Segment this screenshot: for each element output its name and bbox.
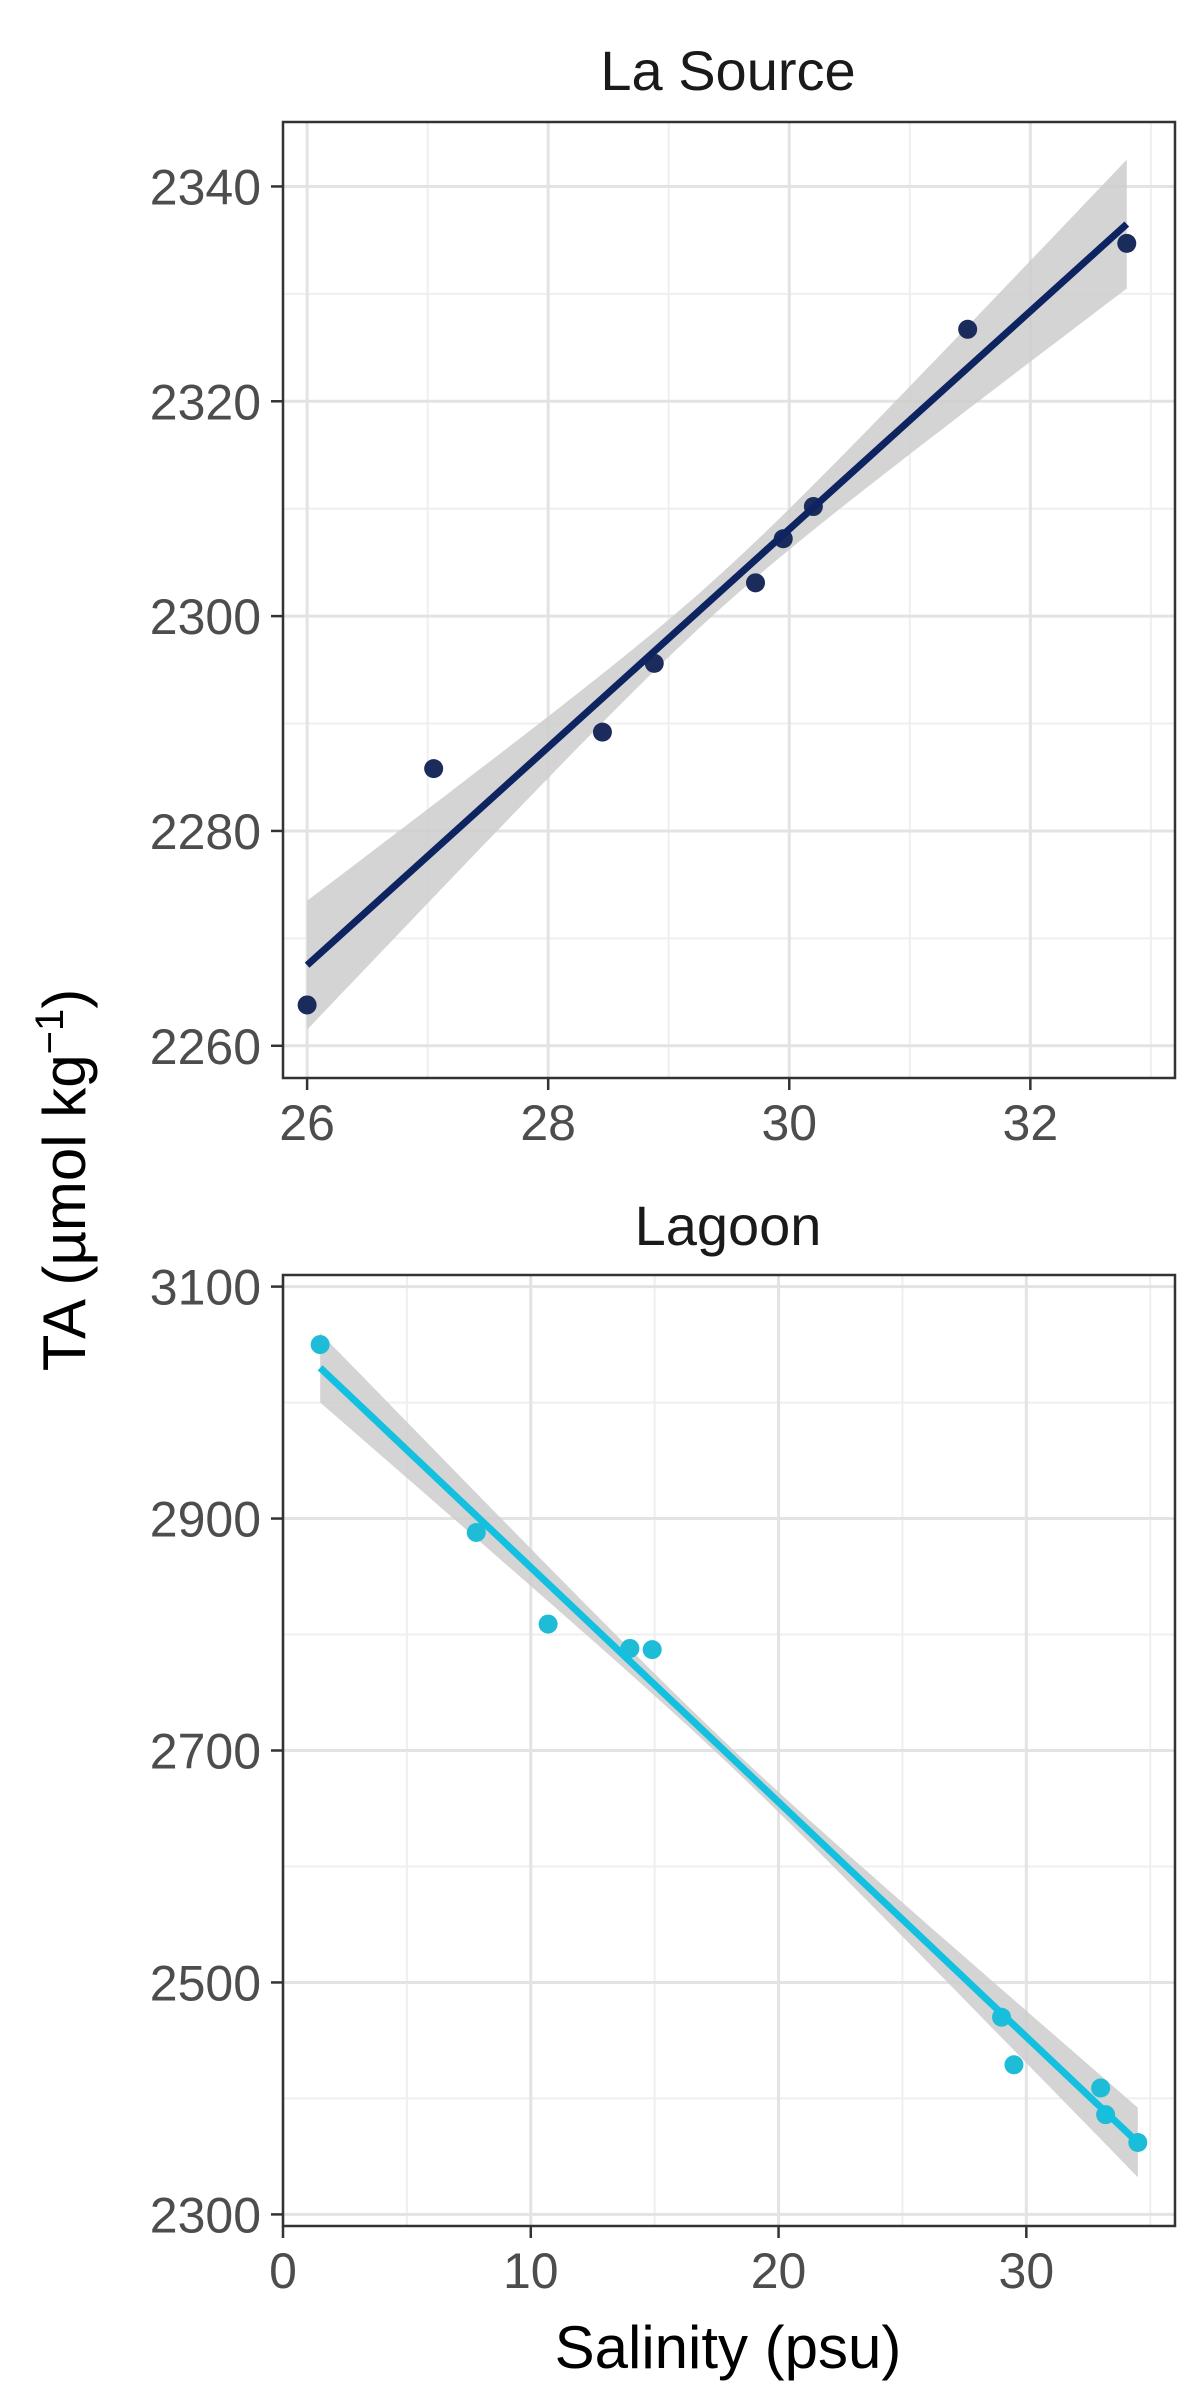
data-point — [424, 759, 444, 779]
regression-line — [317, 1365, 1141, 2146]
y-tick-label: 2900 — [150, 1492, 261, 1548]
data-point — [592, 722, 612, 742]
x-tick-label: 28 — [520, 1095, 576, 1151]
y-tick-label: 2320 — [150, 374, 261, 430]
data-point — [642, 1640, 662, 1660]
y-tick-label: 2700 — [150, 1724, 261, 1780]
y-tick-label: 2280 — [150, 804, 261, 860]
data-point — [1004, 2055, 1024, 2075]
data-point — [297, 995, 317, 1015]
panel-title: Lagoon — [635, 1194, 822, 1257]
y-tick-label: 2300 — [150, 2187, 261, 2243]
panel-border — [281, 120, 1177, 1080]
data-point — [538, 1614, 558, 1634]
x-tick-label: 10 — [503, 2243, 559, 2299]
data-point — [310, 1335, 330, 1355]
x-tick-label: 30 — [999, 2243, 1055, 2299]
y-tick-label: 2340 — [150, 159, 261, 215]
x-tick-label: 30 — [761, 1095, 817, 1151]
y-axis-title: TA (µmol kg−1) — [28, 989, 98, 1371]
y-tick-label: 2260 — [150, 1019, 261, 1075]
y-tick-label: 3100 — [150, 1260, 261, 1316]
y-tick-label: 2500 — [150, 1955, 261, 2011]
x-tick-label: 26 — [279, 1095, 335, 1151]
y-tick-label: 2300 — [150, 589, 261, 645]
x-tick-label: 32 — [1003, 1095, 1059, 1151]
x-tick-label: 20 — [751, 2243, 807, 2299]
data-point — [466, 1522, 486, 1542]
panel-lagoon: 0 10 20 30 2300 2500 2700 2900 3100 Lagoon — [150, 1194, 1177, 2299]
x-tick-label: 0 — [269, 2243, 297, 2299]
regression-line — [304, 221, 1130, 968]
data-point — [1091, 2078, 1111, 2098]
data-point — [746, 573, 766, 593]
panel-title: La Source — [600, 39, 855, 102]
x-axis-title: Salinity (psu) — [555, 2314, 902, 2381]
data-point — [958, 319, 978, 339]
panel-la-source: 26 28 30 32 2260 2280 2300 2320 2340 La Source — [150, 39, 1177, 1151]
data-point — [1117, 233, 1137, 253]
